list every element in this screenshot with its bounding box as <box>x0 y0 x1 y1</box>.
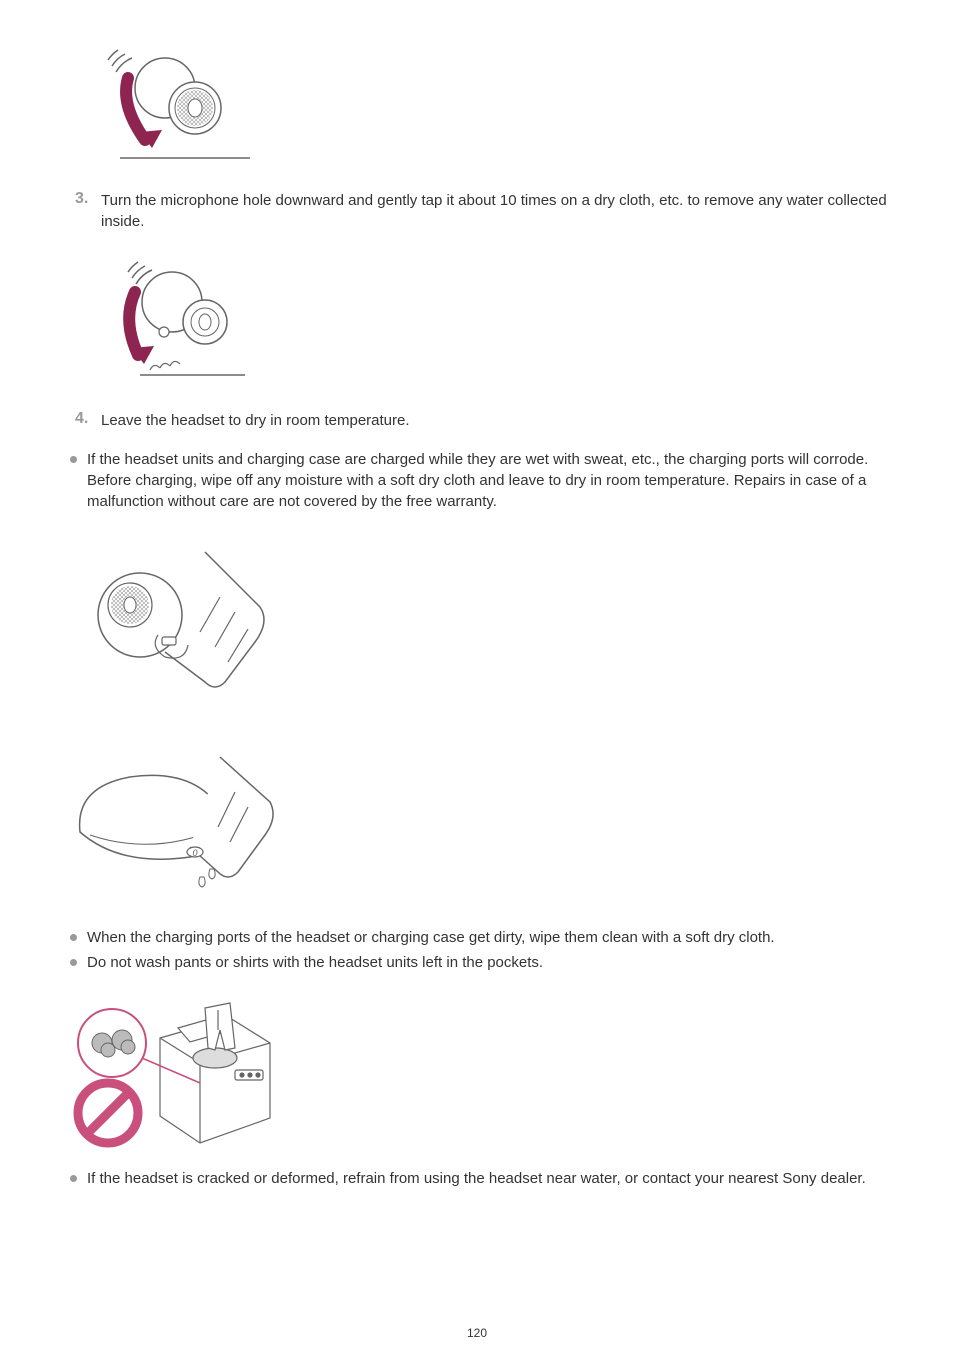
bullet-text: Do not wash pants or shirts with the hea… <box>87 952 904 973</box>
illustration-tap-mesh <box>90 30 904 170</box>
bullet-no-wash: Do not wash pants or shirts with the hea… <box>70 952 904 973</box>
step-text: Leave the headset to dry in room tempera… <box>101 410 904 431</box>
bullet-icon <box>70 456 77 463</box>
bullet-charging-wet: If the headset units and charging case a… <box>70 449 904 512</box>
step-number: 3. <box>75 190 97 232</box>
step-4: 4. Leave the headset to dry in room temp… <box>70 410 904 431</box>
bullet-icon <box>70 1175 77 1182</box>
bullet-text: If the headset is cracked or deformed, r… <box>87 1168 904 1189</box>
bullet-text: When the charging ports of the headset o… <box>87 927 904 948</box>
step-text: Turn the microphone hole downward and ge… <box>101 190 904 232</box>
step-3: 3. Turn the microphone hole downward and… <box>70 190 904 232</box>
page-number: 120 <box>0 1326 954 1340</box>
bullet-dirty-ports: When the charging ports of the headset o… <box>70 927 904 948</box>
illustration-wipe-case: 0 <box>70 737 904 907</box>
bullet-cracked: If the headset is cracked or deformed, r… <box>70 1168 904 1189</box>
illustration-tap-tip <box>90 250 904 390</box>
bullet-text: If the headset units and charging case a… <box>87 449 904 512</box>
bullet-icon <box>70 934 77 941</box>
bullet-icon <box>70 959 77 966</box>
illustration-no-wash <box>70 988 904 1148</box>
svg-text:0: 0 <box>192 848 197 858</box>
illustration-wipe-earbud <box>70 537 904 717</box>
step-number: 4. <box>75 410 97 431</box>
